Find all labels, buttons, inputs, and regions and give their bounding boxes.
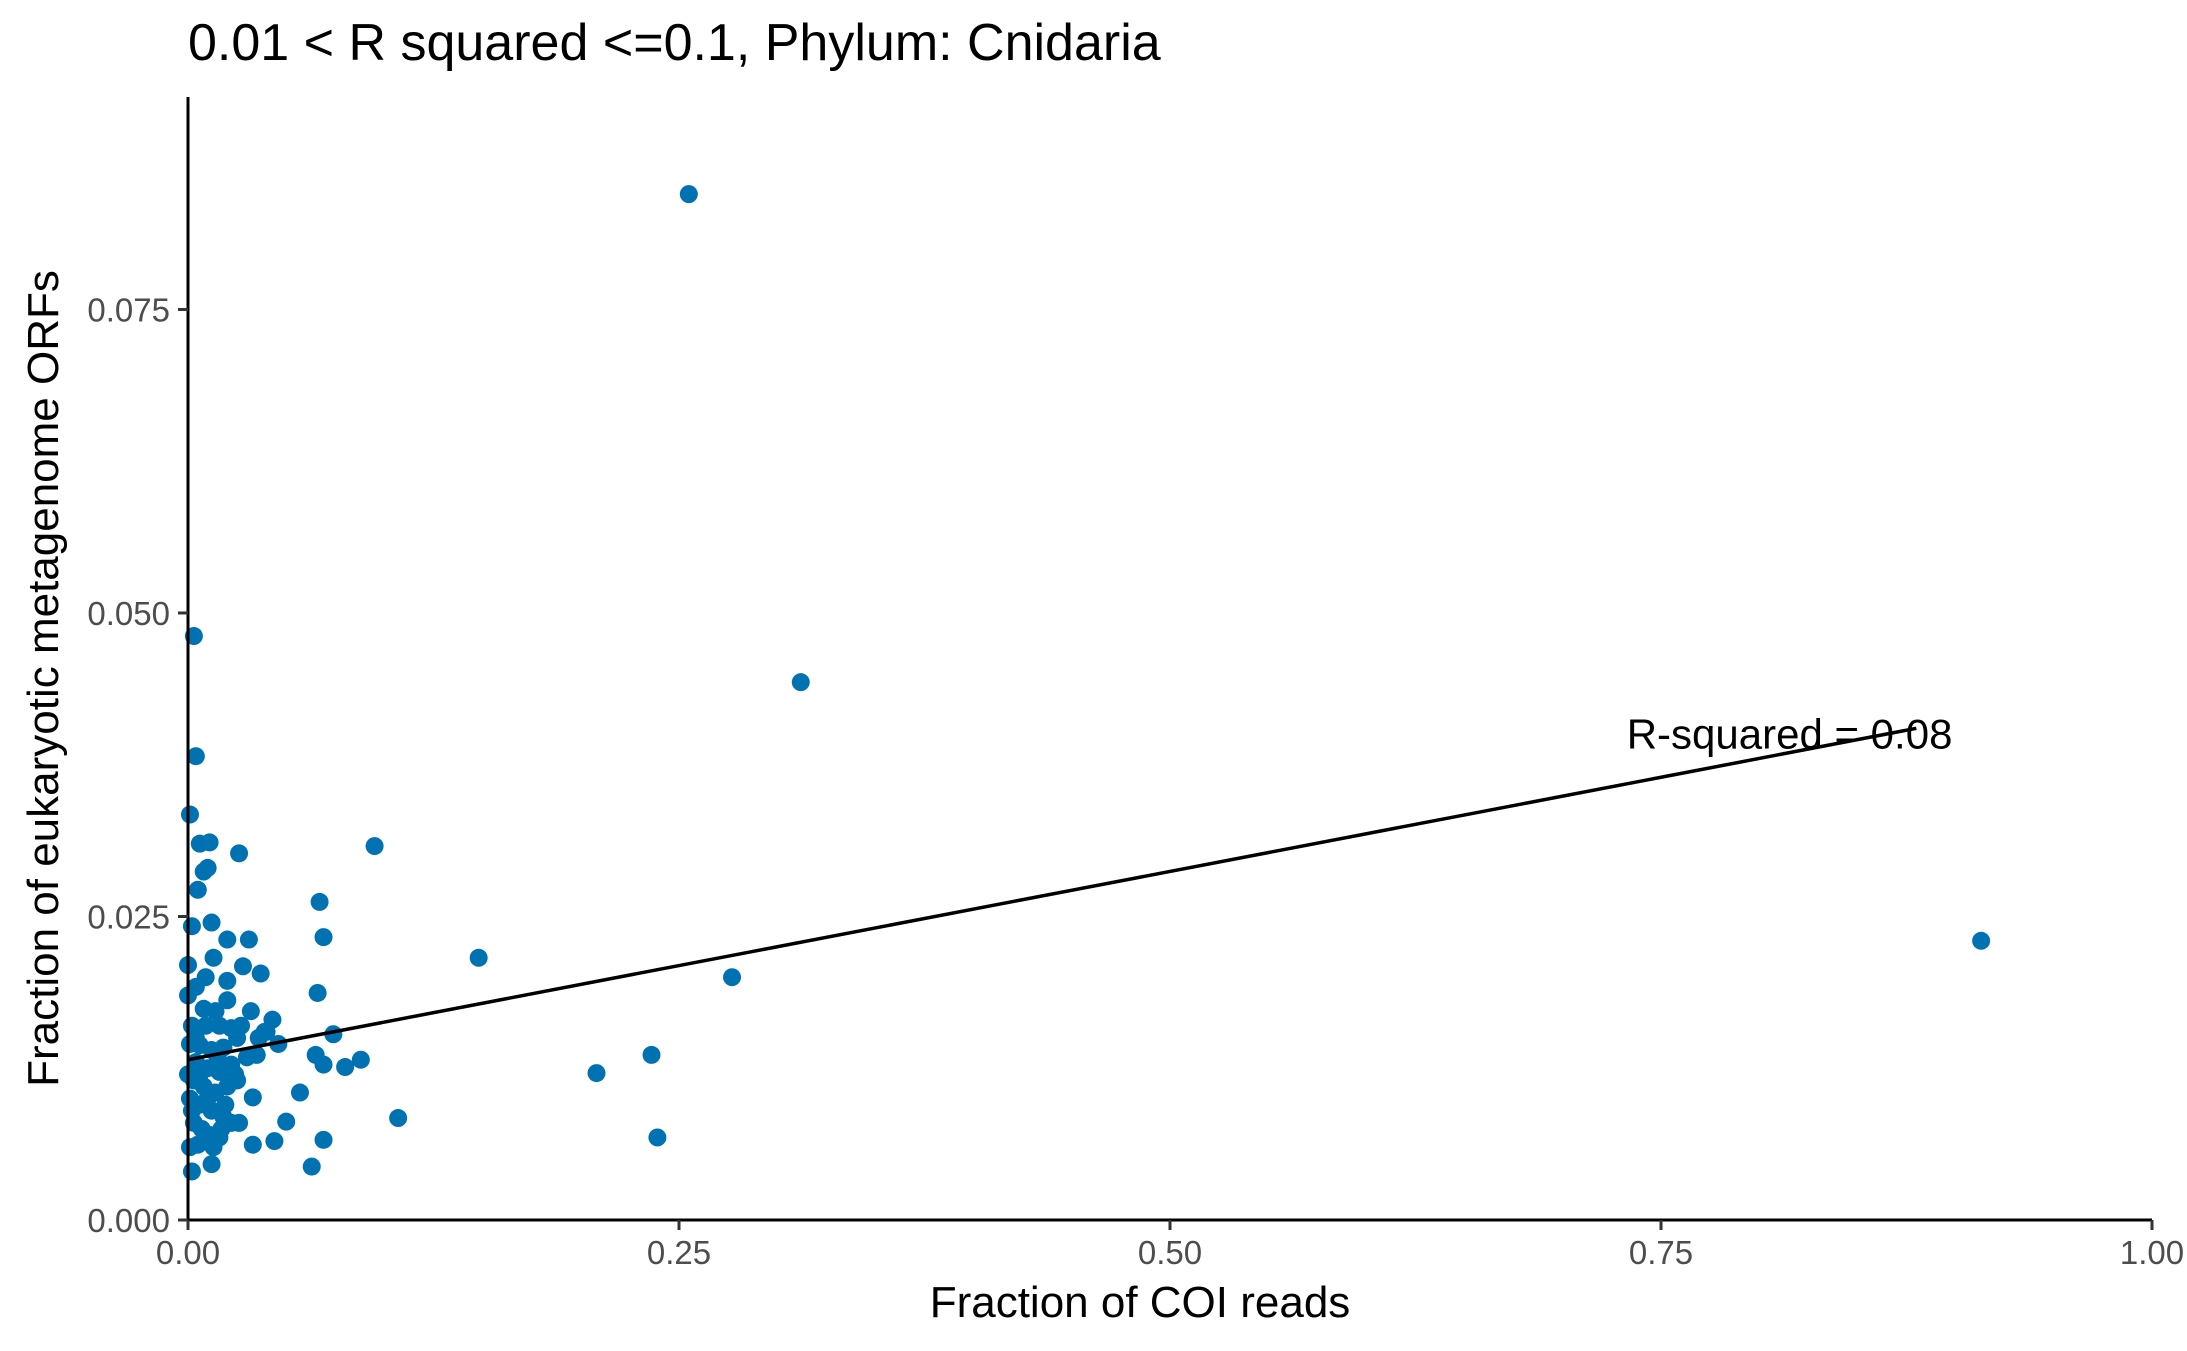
data-point [314, 1130, 333, 1149]
data-point [723, 968, 742, 987]
trend-line [187, 726, 1917, 1062]
data-point [302, 1157, 321, 1176]
data-point [188, 880, 207, 899]
data-point [587, 1064, 606, 1083]
data-point [200, 833, 219, 852]
data-point [218, 930, 237, 949]
data-point [218, 991, 237, 1010]
x-axis-ticks: 0.00 0.25 0.50 0.75 1.00 [156, 1220, 2184, 1271]
data-point [247, 1045, 266, 1064]
y-tick-label: 0.050 [87, 595, 170, 632]
data-point [243, 1135, 262, 1154]
data-point [336, 1058, 355, 1077]
data-point [180, 805, 199, 824]
y-tick-label: 0.025 [87, 898, 170, 935]
data-point [190, 1065, 209, 1084]
data-point [196, 1016, 215, 1035]
data-point [194, 999, 213, 1018]
x-axis-title: Fraction of COI reads [930, 1278, 1351, 1327]
data-point [202, 913, 221, 932]
data-point [648, 1128, 667, 1147]
data-point [265, 1132, 284, 1151]
r-squared-annotation: R-squared = 0.08 [1627, 710, 1953, 757]
data-point [277, 1112, 296, 1131]
x-tick-label: 0.25 [647, 1234, 711, 1271]
data-point [233, 957, 252, 976]
data-point [241, 1002, 260, 1021]
data-point [351, 1050, 370, 1069]
data-point [182, 1162, 201, 1181]
data-point [389, 1109, 408, 1128]
data-point [308, 983, 327, 1002]
points-layer [179, 185, 1991, 1181]
data-point [226, 1065, 245, 1084]
y-tick-label: 0.075 [87, 291, 170, 328]
x-tick-label: 0.75 [1629, 1234, 1693, 1271]
y-axis-title: Fraction of eukaryotic metagenome ORFs [19, 270, 68, 1087]
data-point [365, 837, 384, 856]
data-point [218, 971, 237, 990]
x-tick-label: 0.00 [156, 1234, 220, 1271]
data-point [257, 1022, 276, 1041]
data-point [243, 1088, 262, 1107]
data-point [791, 673, 810, 692]
data-point [186, 747, 205, 766]
data-point [469, 948, 488, 967]
data-point [314, 1055, 333, 1074]
data-point [230, 844, 249, 863]
y-axis-ticks: 0.000 0.025 0.050 0.075 [87, 291, 188, 1239]
data-point [182, 917, 201, 936]
x-tick-label: 0.50 [1138, 1234, 1202, 1271]
x-tick-label: 1.00 [2120, 1234, 2184, 1271]
data-point [251, 964, 270, 983]
data-point [210, 1128, 229, 1147]
data-point [188, 1135, 207, 1154]
data-point [290, 1083, 309, 1102]
data-point [314, 928, 333, 947]
data-point [232, 1016, 251, 1035]
data-point [310, 892, 329, 911]
data-point [679, 185, 698, 204]
data-point [1972, 931, 1991, 950]
data-point [239, 930, 258, 949]
data-point [204, 948, 223, 967]
data-point [186, 1028, 205, 1047]
data-point [198, 1089, 217, 1108]
data-point [198, 858, 217, 877]
data-point [202, 1155, 221, 1174]
chart-title: 0.01 < R squared <=0.1, Phylum: Cnidaria [188, 14, 1161, 72]
data-point [182, 1101, 201, 1120]
data-point [642, 1045, 661, 1064]
data-point [216, 1095, 235, 1114]
y-tick-label: 0.000 [87, 1202, 170, 1239]
